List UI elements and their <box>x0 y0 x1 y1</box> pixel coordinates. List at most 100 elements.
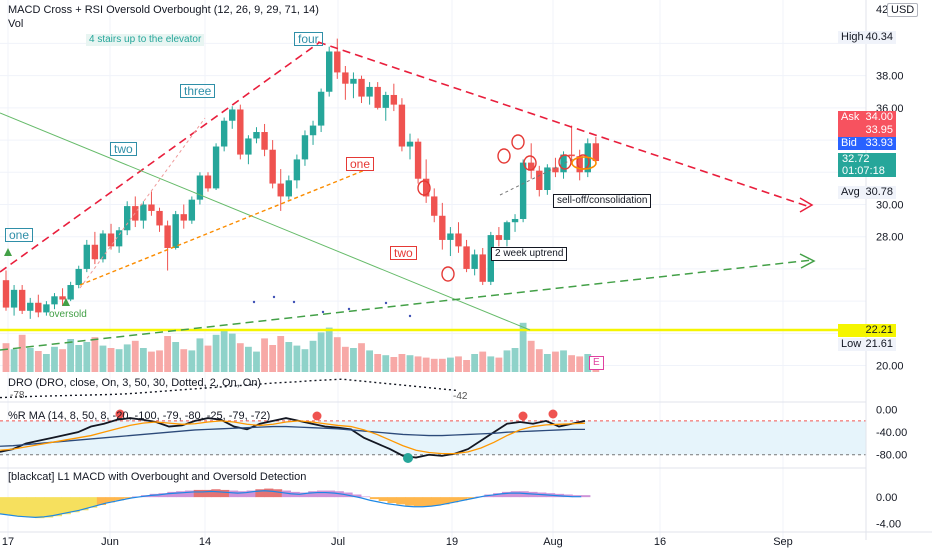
volume-bar <box>91 337 99 372</box>
candle-body <box>75 268 82 286</box>
low-label: Low 21.61 <box>838 338 896 351</box>
candle-body <box>156 210 163 226</box>
volume-bar <box>390 357 398 372</box>
candle-body <box>406 141 414 147</box>
candle-body <box>414 141 422 179</box>
candle-body <box>374 86 381 108</box>
time-tick-label: 16 <box>654 536 666 548</box>
candle-body <box>422 178 430 197</box>
macd-bar <box>237 491 247 498</box>
macd-bar <box>510 491 520 498</box>
candle-body <box>196 175 204 200</box>
candle-body <box>350 78 357 84</box>
orange-dashed-line <box>79 169 366 286</box>
candle-body <box>536 170 543 190</box>
marker-circle <box>441 266 455 282</box>
uptrend-dashed-line <box>0 41 321 273</box>
macd-bar <box>52 497 63 517</box>
volume-bar <box>527 340 535 372</box>
macd-bar <box>299 492 309 498</box>
volume-bars <box>2 322 600 372</box>
signal-dot <box>408 314 412 318</box>
candle-body <box>503 222 511 240</box>
candle-body <box>99 233 107 260</box>
wr-overbought-dot <box>312 411 322 421</box>
volume-bar <box>568 355 575 372</box>
volume-bar <box>269 345 277 372</box>
macd-tick-label: 0.00 <box>876 492 897 504</box>
macd-bar <box>176 491 186 498</box>
macd-bar <box>123 497 133 499</box>
volume-bar <box>511 348 519 372</box>
label-one-mid: one <box>346 157 375 171</box>
volume-bar <box>51 346 58 372</box>
signal-triangle <box>62 298 70 306</box>
candle-body <box>148 204 155 211</box>
macd-bar <box>202 489 212 498</box>
marker-circle <box>497 148 511 164</box>
drawings-layer <box>0 41 866 351</box>
volume-bar <box>406 355 414 372</box>
macd-bar <box>96 497 107 506</box>
macd-bar <box>440 497 450 505</box>
macd-bar <box>422 497 432 507</box>
volume-bar <box>414 356 422 372</box>
macd-bar <box>70 497 80 513</box>
signal-dot <box>292 300 296 304</box>
candle-body <box>495 235 503 240</box>
macd-bar <box>88 497 98 508</box>
candle-body <box>10 289 18 308</box>
volume-bar <box>422 357 430 372</box>
volume-bar <box>447 357 454 372</box>
macd-bar <box>501 491 512 498</box>
volume-bar <box>277 336 285 372</box>
macd-bar <box>361 496 371 498</box>
macd-bar <box>396 497 406 505</box>
volume-bar <box>196 338 204 372</box>
candle-body <box>560 154 567 173</box>
volume-bar <box>180 349 188 372</box>
volume-bar <box>358 343 365 372</box>
volume-bar <box>139 348 147 372</box>
candle-body <box>544 167 551 190</box>
currency-button[interactable]: USD <box>887 3 919 17</box>
candle-body <box>382 94 389 108</box>
candle-body <box>358 78 365 97</box>
downtrend-dashed-line <box>317 41 811 208</box>
marker-circle <box>523 155 537 171</box>
dro-title: DRO (DRO, close, On, 3, 50, 30, Dotted, … <box>8 377 262 389</box>
marker-oval <box>571 156 597 170</box>
candle-body <box>91 244 99 260</box>
volume-bar <box>10 349 18 372</box>
macd-bar <box>405 497 415 506</box>
candlestick-series <box>2 38 600 319</box>
candle-body <box>439 215 446 240</box>
candle-body <box>180 214 187 221</box>
candle-body <box>253 132 260 139</box>
candle-body <box>245 138 252 155</box>
macd-bar <box>369 497 380 500</box>
candle-body <box>552 167 559 173</box>
candle-body <box>326 51 333 92</box>
green-trend-line <box>0 112 531 331</box>
macd-bar <box>378 497 388 502</box>
volume-bar <box>220 330 228 372</box>
candle-body <box>398 104 406 147</box>
volume-bar <box>293 345 301 372</box>
volume-bar <box>309 340 317 372</box>
label-four: four <box>294 32 323 46</box>
volume-bar <box>59 349 66 372</box>
candle-body <box>107 233 115 247</box>
dro-line <box>0 378 457 399</box>
volume-bar <box>576 356 584 372</box>
candle-body <box>2 280 10 308</box>
macd-bar <box>0 497 10 515</box>
volume-bar <box>333 337 341 372</box>
earnings-marker[interactable]: E <box>589 356 604 370</box>
candle-body <box>342 72 349 84</box>
candle-body <box>519 162 527 219</box>
time-tick-label: 14 <box>199 536 211 548</box>
macd-bar <box>493 493 503 498</box>
label-two-left: two <box>110 142 137 156</box>
